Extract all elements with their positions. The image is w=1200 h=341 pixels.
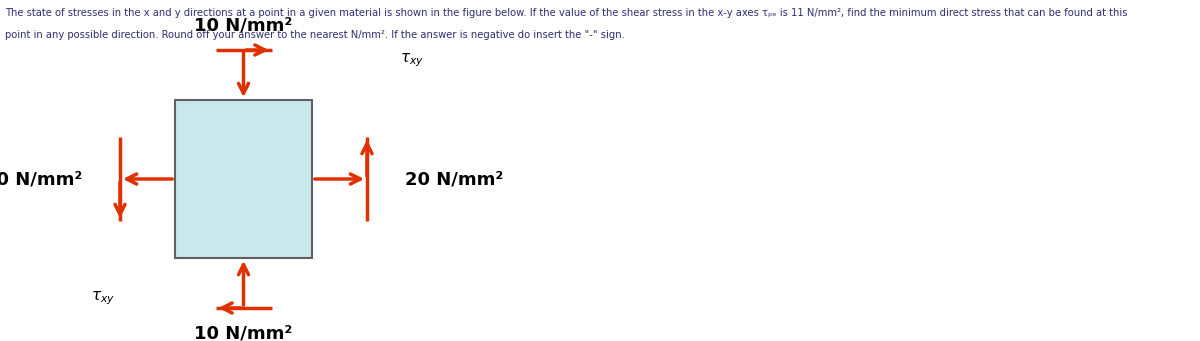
- Bar: [175, 100, 312, 258]
- Text: The state of stresses in the x and y directions at a point in a given material i: The state of stresses in the x and y dir…: [5, 8, 1128, 18]
- Text: 20 N/mm²: 20 N/mm²: [406, 170, 503, 188]
- Text: 20 N/mm²: 20 N/mm²: [0, 170, 82, 188]
- Text: $\tau_{xy}$: $\tau_{xy}$: [400, 51, 424, 69]
- Text: point in any possible direction. Round off your answer to the nearest N/mm². If : point in any possible direction. Round o…: [5, 30, 625, 40]
- Text: 10 N/mm²: 10 N/mm²: [194, 324, 293, 341]
- Text: 10 N/mm²: 10 N/mm²: [194, 16, 293, 34]
- Text: $\tau_{xy}$: $\tau_{xy}$: [91, 289, 115, 307]
